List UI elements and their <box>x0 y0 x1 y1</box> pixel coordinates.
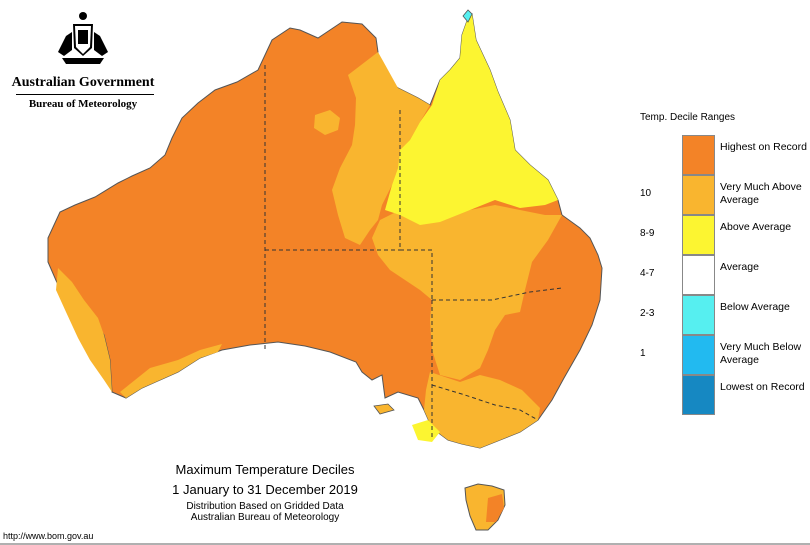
kangaroo-island <box>373 403 395 415</box>
legend-swatch <box>682 375 715 415</box>
legend-range: 4-7 <box>640 268 655 279</box>
legend-range: 2-3 <box>640 308 655 319</box>
legend-item: 1 Very Much Below Average <box>640 335 801 375</box>
government-logo-block: Australian Government Bureau of Meteorol… <box>8 8 158 110</box>
kimberley-light-orange-patch <box>314 110 340 135</box>
legend-label: Very Much Above Average <box>720 181 802 206</box>
qld-nsw-border <box>432 287 563 301</box>
source-url[interactable]: http://www.bom.gov.au <box>3 531 94 541</box>
footer-divider <box>0 543 810 545</box>
west-coast-light-orange-region <box>56 268 112 392</box>
legend: Highest on Record 10 Very Much Above Ave… <box>640 135 807 415</box>
legend-range: 8-9 <box>640 228 655 239</box>
state-borders <box>264 65 563 440</box>
interior-light-orange-region <box>332 52 430 245</box>
legend-swatch <box>682 255 715 295</box>
legend-label: Very Much Below Average <box>720 341 802 366</box>
legend-swatch <box>682 175 715 215</box>
south-east-light-orange-region <box>372 205 562 380</box>
tasmania-highest-patch <box>486 494 504 522</box>
sa-qld-border <box>400 249 433 300</box>
org-divider <box>16 94 154 95</box>
org-subtitle: Bureau of Meteorology <box>28 98 138 110</box>
legend-label: Highest on Record <box>720 141 807 153</box>
legend-item: 8-9 Above Average <box>640 215 791 255</box>
caption-note-bureau: Australian Bureau of Meteorology <box>190 512 340 523</box>
caption-note-gridded: Distribution Based on Gridded Data <box>186 501 344 512</box>
legend-swatch <box>682 215 715 255</box>
legend-item: 2-3 Below Average <box>640 295 790 335</box>
legend-item: 10 Very Much Above Average <box>640 175 802 215</box>
legend-swatch <box>682 335 715 375</box>
caption-title: Maximum Temperature Deciles <box>175 462 355 477</box>
legend-swatch <box>682 295 715 335</box>
legend-item: Lowest on Record <box>640 375 805 415</box>
org-title: Australian Government <box>11 75 155 90</box>
nsw-vic-border <box>431 384 539 421</box>
coat-of-arms-icon <box>58 12 108 64</box>
legend-item: Highest on Record <box>640 135 807 175</box>
queensland-yellow-region <box>385 14 558 225</box>
legend-range: 10 <box>640 188 652 199</box>
legend-title: Temp. Decile Ranges <box>640 112 736 123</box>
legend-label: Lowest on Record <box>720 381 805 393</box>
torres-strait-island <box>462 9 473 23</box>
legend-range: 1 <box>640 348 646 359</box>
legend-item: 4-7 Average <box>640 255 790 295</box>
map-caption: Maximum Temperature Deciles 1 January to… <box>150 462 380 523</box>
legend-label: Above Average <box>720 221 792 233</box>
legend-swatch <box>682 135 715 175</box>
legend-label: Average <box>720 261 759 273</box>
legend-label: Below Average <box>720 301 790 313</box>
caption-period: 1 January to 31 December 2019 <box>172 482 358 497</box>
south-coast-light-orange-region <box>120 344 222 398</box>
southeast-coast-yellow-patch <box>412 420 440 442</box>
